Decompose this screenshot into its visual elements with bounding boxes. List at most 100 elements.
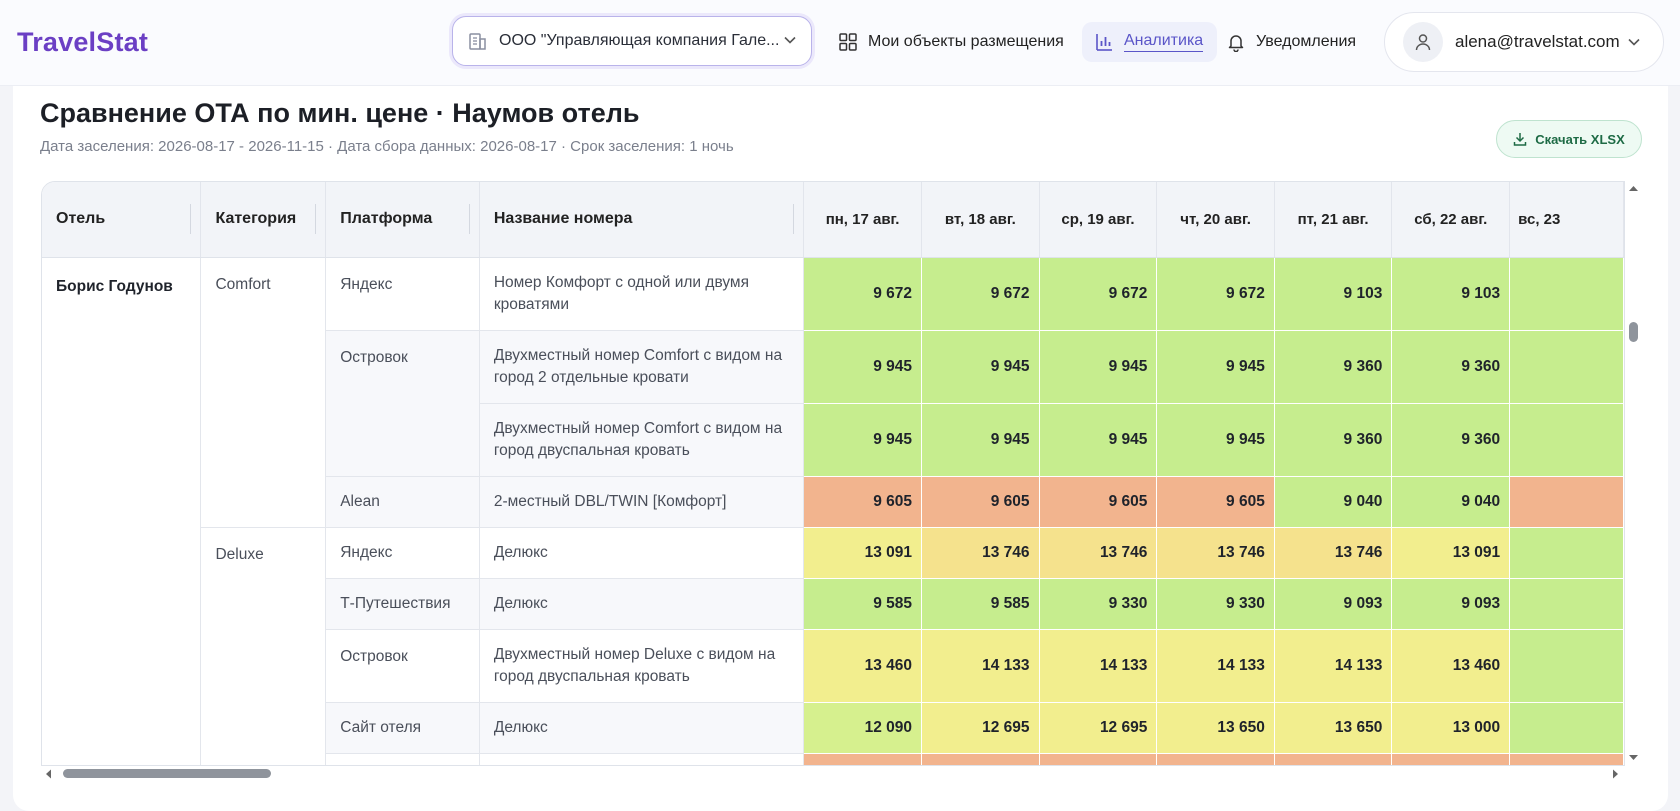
price-cell: 13 746 xyxy=(1156,527,1275,579)
table-row: Deluxe Яндекс Делюкс 13 091 13 746 13 74… xyxy=(42,527,1624,765)
nav-analytics[interactable]: Аналитика xyxy=(1082,22,1218,62)
price-cell xyxy=(1509,629,1624,703)
price-cell: 9 585 xyxy=(921,578,1040,630)
avatar xyxy=(1403,22,1443,62)
price-cell xyxy=(803,753,923,765)
col-platform-label: Платформа xyxy=(340,210,433,228)
price-cell: 13 746 xyxy=(1274,527,1393,579)
room-name-cell: Номер Комфорт с одной или двумя кроватям… xyxy=(479,257,805,331)
platform-cell: Яндекс xyxy=(325,527,480,579)
price-cell xyxy=(1509,527,1624,579)
nav-analytics-label: Аналитика xyxy=(1124,32,1204,52)
platform-cell: Сайт отеля xyxy=(325,702,480,754)
price-cell xyxy=(1509,578,1624,630)
price-table-container[interactable]: Отель Категория Платформа Название номер… xyxy=(41,181,1625,766)
price-cell: 13 000 xyxy=(1391,702,1511,754)
price-cell: 9 672 xyxy=(1156,257,1275,331)
table-row: Двухместный номер Comfort с видом на гор… xyxy=(42,403,1624,477)
price-cell: 12 695 xyxy=(921,702,1040,754)
room-name-cell xyxy=(479,753,805,765)
price-cell: 9 360 xyxy=(1391,403,1511,477)
col-hotel[interactable]: Отель xyxy=(42,182,202,258)
price-cell: 9 330 xyxy=(1156,578,1275,630)
room-name-cell: Двухместный номер Deluxe с видом на горо… xyxy=(479,629,805,703)
nav-my-objects-label: Мои объекты размещения xyxy=(868,33,1064,50)
col-date[interactable]: вс, 23 xyxy=(1509,182,1624,258)
logo[interactable]: TravelStat xyxy=(17,27,149,57)
room-name-cell: Делюкс xyxy=(479,578,805,630)
col-date[interactable]: пт, 21 авг. xyxy=(1274,182,1393,258)
col-date[interactable]: ср, 19 авг. xyxy=(1039,182,1158,258)
price-cell: 13 746 xyxy=(1039,527,1158,579)
chevron-down-icon xyxy=(1628,38,1640,46)
price-cell: 14 133 xyxy=(921,629,1040,703)
price-cell xyxy=(1391,753,1511,765)
horizontal-scrollbar[interactable] xyxy=(41,766,1625,782)
platform-cell: Островок xyxy=(325,629,480,703)
platform-cell: Т-Путешествия xyxy=(325,578,480,630)
room-name-cell: 2-местный DBL/TWIN [Комфорт] xyxy=(479,476,805,528)
col-date[interactable]: чт, 20 авг. xyxy=(1156,182,1275,258)
col-date[interactable]: пн, 17 авг. xyxy=(803,182,923,258)
price-cell: 9 093 xyxy=(1274,578,1393,630)
scroll-down-icon[interactable] xyxy=(1625,751,1642,763)
hotel-cell: Борис Годунов xyxy=(42,257,202,765)
col-date[interactable]: сб, 22 авг. xyxy=(1391,182,1511,258)
price-cell: 14 133 xyxy=(1274,629,1393,703)
platform-cell: Яндекс xyxy=(325,257,480,331)
company-select[interactable]: ООО "Управляющая компания Гале... xyxy=(452,16,812,66)
user-menu[interactable]: alena@travelstat.com xyxy=(1384,12,1664,72)
platform-cell: Alean xyxy=(325,476,480,528)
price-cell: 9 605 xyxy=(921,476,1040,528)
col-category[interactable]: Категория xyxy=(200,182,327,258)
price-cell: 9 360 xyxy=(1391,330,1511,404)
price-cell: 14 133 xyxy=(1156,629,1275,703)
price-cell: 9 093 xyxy=(1391,578,1511,630)
price-cell xyxy=(1274,753,1393,765)
table-row: Островок Двухместный номер Deluxe с видо… xyxy=(42,629,1624,703)
price-cell: 9 945 xyxy=(1039,403,1158,477)
col-room-name[interactable]: Название номера xyxy=(479,182,805,258)
room-name-cell: Делюкс xyxy=(479,527,805,579)
user-email: alena@travelstat.com xyxy=(1455,32,1620,51)
price-cell xyxy=(1509,702,1624,754)
room-name-cell: Делюкс xyxy=(479,702,805,754)
nav-my-objects[interactable]: Мои объекты размещения xyxy=(838,22,1064,62)
top-bar: TravelStat ООО "Управляющая компания Гал… xyxy=(0,0,1680,86)
table-row: Островок Двухместный номер Comfort с вид… xyxy=(42,330,1624,477)
nav-notifications[interactable]: Уведомления xyxy=(1226,22,1356,62)
platform-cell xyxy=(325,753,480,765)
price-cell xyxy=(1509,476,1624,528)
price-cell: 12 695 xyxy=(1039,702,1158,754)
table-row: Сайт отеля Делюкс 12 090 12 695 12 695 1… xyxy=(42,702,1624,754)
scroll-right-icon[interactable] xyxy=(1609,766,1621,782)
horizontal-scroll-thumb[interactable] xyxy=(63,769,271,778)
table-header-row: Отель Категория Платформа Название номер… xyxy=(42,182,1624,258)
price-cell: 9 330 xyxy=(1039,578,1158,630)
scroll-up-icon[interactable] xyxy=(1625,183,1642,195)
download-icon xyxy=(1513,133,1527,146)
price-cell: 12 090 xyxy=(803,702,923,754)
bell-icon xyxy=(1228,35,1244,52)
price-cell: 9 360 xyxy=(1274,330,1393,404)
price-cell xyxy=(1509,257,1624,331)
price-table: Отель Категория Платформа Название номер… xyxy=(42,182,1624,765)
scroll-left-icon[interactable] xyxy=(43,766,55,782)
price-cell xyxy=(1509,330,1624,404)
download-xlsx-button[interactable]: Скачать XLSX xyxy=(1496,120,1642,158)
vertical-scrollbar[interactable] xyxy=(1625,181,1642,766)
col-date[interactable]: вт, 18 авг. xyxy=(921,182,1040,258)
price-cell: 13 650 xyxy=(1156,702,1275,754)
col-platform[interactable]: Платформа xyxy=(325,182,480,258)
vertical-scroll-thumb[interactable] xyxy=(1629,322,1638,342)
price-cell: 9 945 xyxy=(1156,403,1275,477)
platform-cell: Островок xyxy=(325,330,480,477)
company-select-value: ООО "Управляющая компания Гале... xyxy=(499,32,780,49)
price-cell: 9 040 xyxy=(1274,476,1393,528)
table-row: Борис Годунов Comfort Яндекс Номер Комфо… xyxy=(42,257,1624,765)
nav-notifications-label: Уведомления xyxy=(1256,33,1357,50)
room-name-cell: Двухместный номер Comfort с видом на гор… xyxy=(479,403,805,477)
price-cell: 9 040 xyxy=(1391,476,1511,528)
price-cell: 9 672 xyxy=(803,257,923,331)
price-cell: 9 672 xyxy=(921,257,1040,331)
